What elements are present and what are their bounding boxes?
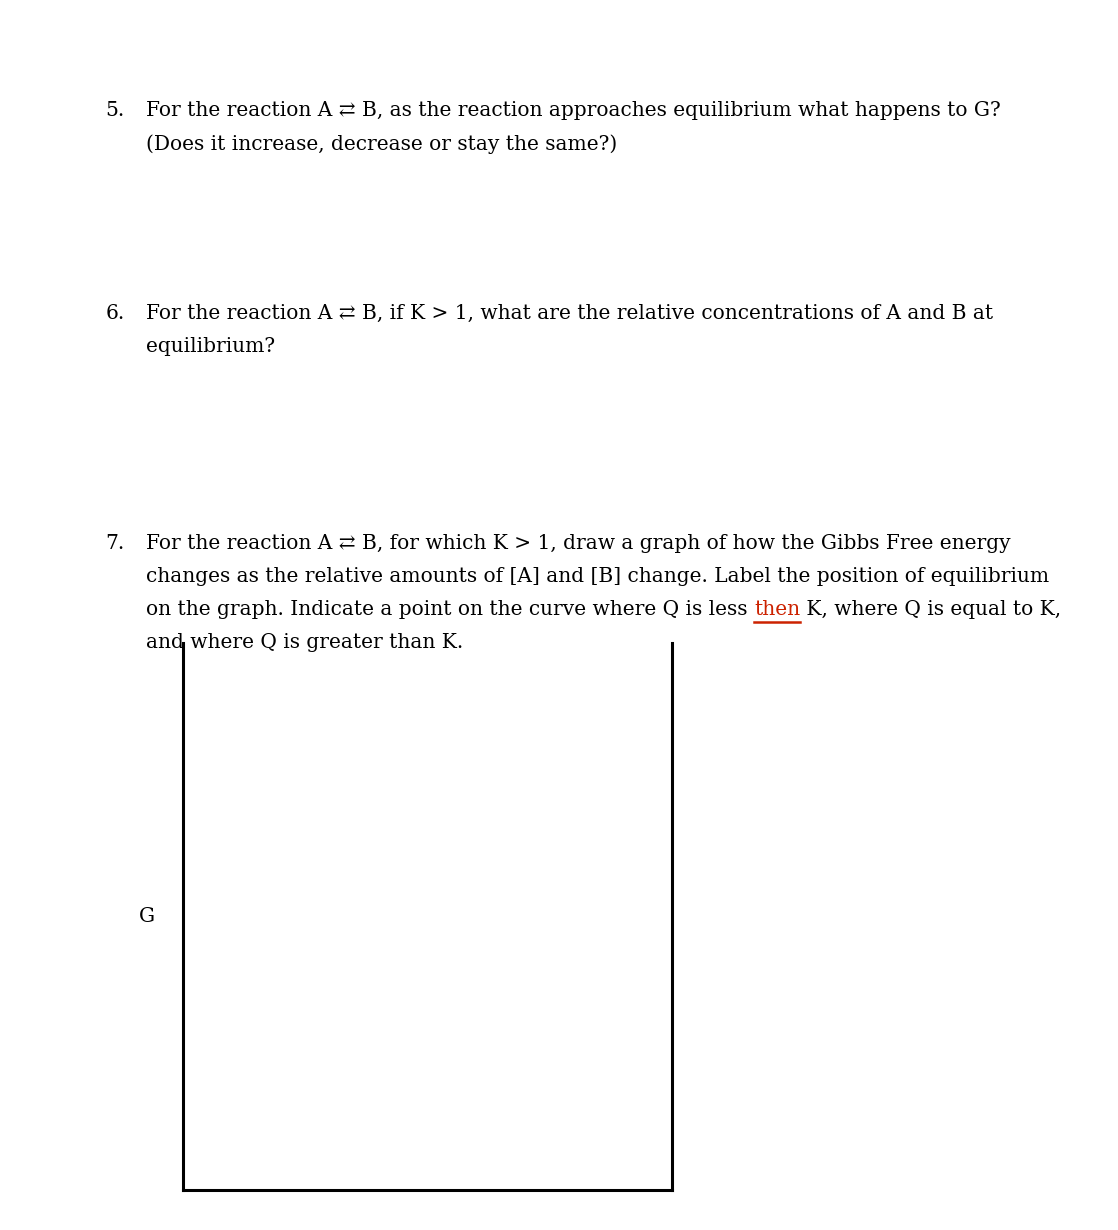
- Text: equilibrium?: equilibrium?: [146, 337, 275, 355]
- Text: and where Q is greater than K.: and where Q is greater than K.: [146, 632, 464, 652]
- Text: on the graph. Indicate a point on the curve where Q is less: on the graph. Indicate a point on the cu…: [146, 600, 755, 619]
- Text: G: G: [139, 907, 155, 926]
- Text: K, where Q is equal to K,: K, where Q is equal to K,: [800, 600, 1062, 619]
- Text: For the reaction A ⇄ B, for which K > 1, draw a graph of how the Gibbs Free ener: For the reaction A ⇄ B, for which K > 1,…: [146, 534, 1011, 552]
- Text: For the reaction A ⇄ B, if K > 1, what are the relative concentrations of A and : For the reaction A ⇄ B, if K > 1, what a…: [146, 304, 994, 322]
- Text: For the reaction A ⇄ B, as the reaction approaches equilibrium what happens to G: For the reaction A ⇄ B, as the reaction …: [146, 101, 1002, 121]
- Text: 6.: 6.: [105, 304, 125, 322]
- Text: 5.: 5.: [105, 101, 125, 121]
- Text: changes as the relative amounts of [A] and [B] change. Label the position of equ: changes as the relative amounts of [A] a…: [146, 567, 1050, 585]
- Text: (Does it increase, decrease or stay the same?): (Does it increase, decrease or stay the …: [146, 134, 618, 154]
- Text: then: then: [755, 600, 800, 619]
- Text: 7.: 7.: [105, 534, 125, 552]
